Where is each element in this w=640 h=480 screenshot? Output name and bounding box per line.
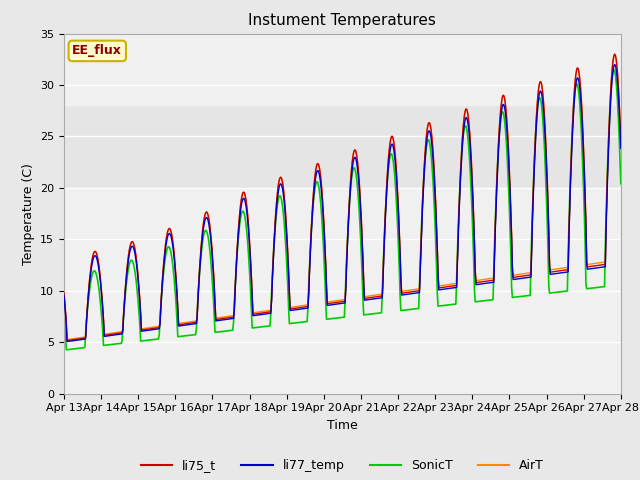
Y-axis label: Temperature (C): Temperature (C) [22,163,35,264]
Legend: li75_t, li77_temp, SonicT, AirT: li75_t, li77_temp, SonicT, AirT [136,455,548,477]
Bar [64,106,621,188]
Title: Instument Temperatures: Instument Temperatures [248,13,436,28]
Text: EE_flux: EE_flux [72,44,122,58]
X-axis label: Time: Time [327,419,358,432]
